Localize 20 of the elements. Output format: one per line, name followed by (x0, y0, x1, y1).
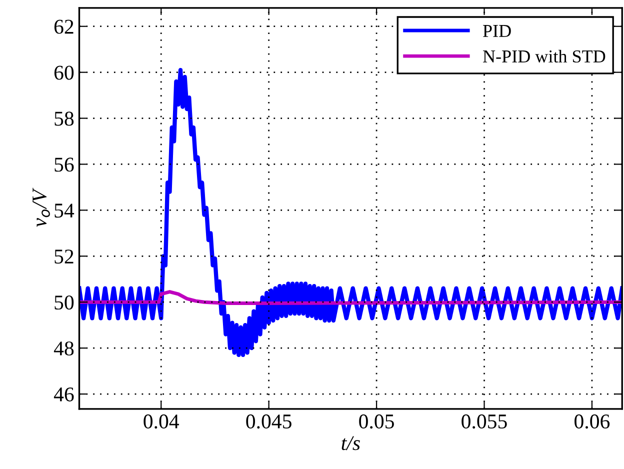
line-series (79, 290, 622, 305)
y-tick-label: 60 (54, 66, 74, 80)
x-tick-label: 0.06 (574, 414, 610, 429)
y-tick-label: 52 (54, 250, 74, 264)
y-tick-label: 46 (54, 387, 74, 402)
x-tick-label: 0.04 (144, 414, 180, 429)
y-tick-label: 58 (54, 112, 74, 126)
y-tick-label: 56 (54, 158, 74, 172)
legend-label: N-PID with STD (483, 50, 606, 63)
x-tick-label: 0.055 (462, 414, 507, 429)
x-tick-label: 0.045 (246, 414, 292, 429)
legend-label: PID (483, 25, 511, 37)
line-series (79, 68, 622, 358)
y-tick-label: 54 (54, 204, 74, 218)
y-tick-label: 48 (54, 341, 74, 356)
y-axis-title: v$_{o}$/V (32, 188, 50, 227)
x-tick-label: 0.05 (359, 414, 394, 429)
x-axis-title: t/s (342, 436, 360, 450)
y-tick-label: 62 (54, 20, 74, 34)
y-tick-label: 50 (54, 295, 74, 310)
